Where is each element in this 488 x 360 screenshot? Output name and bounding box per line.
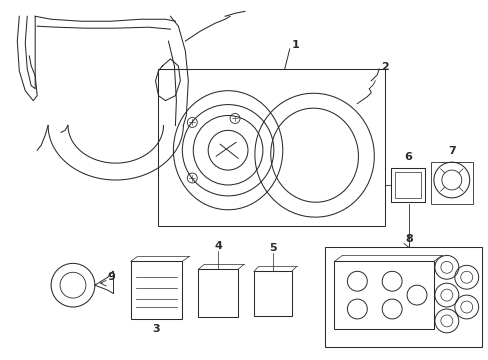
Text: 6: 6 [403, 152, 411, 162]
Text: 1: 1 [291, 40, 299, 50]
Bar [324, 247, 481, 347]
Text: 3: 3 [152, 324, 160, 334]
Bar [158, 69, 385, 226]
Bar [253, 271, 291, 316]
Text: 9: 9 [107, 272, 116, 282]
Bar [334, 261, 433, 329]
Text: 7: 7 [447, 146, 455, 156]
Text: 5: 5 [268, 243, 276, 253]
Text: 8: 8 [405, 234, 412, 243]
Bar [394, 172, 420, 198]
Text: 4: 4 [214, 242, 222, 251]
Bar [430, 162, 472, 204]
Bar [130, 261, 182, 319]
Bar [198, 269, 238, 317]
Bar [390, 168, 424, 202]
Text: 2: 2 [381, 62, 388, 72]
